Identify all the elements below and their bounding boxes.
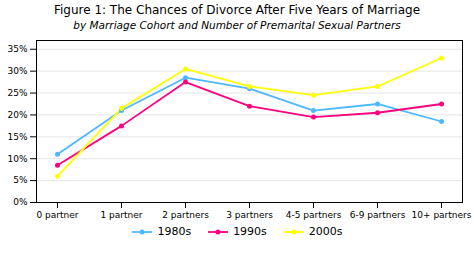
svg-text:20%: 20% — [7, 110, 27, 120]
svg-text:1 partner: 1 partner — [101, 210, 143, 220]
svg-text:10+ partners: 10+ partners — [412, 210, 472, 220]
svg-text:30%: 30% — [7, 66, 27, 76]
svg-text:6-9 partners: 6-9 partners — [350, 210, 406, 220]
svg-text:0%: 0% — [13, 197, 28, 207]
svg-text:0 partner: 0 partner — [37, 210, 79, 220]
svg-text:25%: 25% — [7, 88, 27, 98]
svg-text:5%: 5% — [13, 175, 28, 185]
svg-text:4-5 partners: 4-5 partners — [286, 210, 342, 220]
html-text:Figure 1: The Chances of Divor: Figure 1: The Chances of Divorce After F… — [53, 3, 421, 17]
html-text:1980s: 1980s — [157, 225, 192, 238]
html-text:2000s: 2000s — [308, 225, 343, 238]
svg-text:2 partners: 2 partners — [162, 210, 209, 220]
svg-text:15%: 15% — [7, 132, 27, 142]
html-text:1990s: 1990s — [233, 225, 267, 238]
svg-text:35%: 35% — [7, 44, 27, 54]
svg-text:10%: 10% — [7, 154, 27, 164]
html-text:by Marriage Cohort and Number: by Marriage Cohort and Number of Premari… — [73, 19, 401, 31]
svg-text:3 partners: 3 partners — [226, 210, 273, 220]
